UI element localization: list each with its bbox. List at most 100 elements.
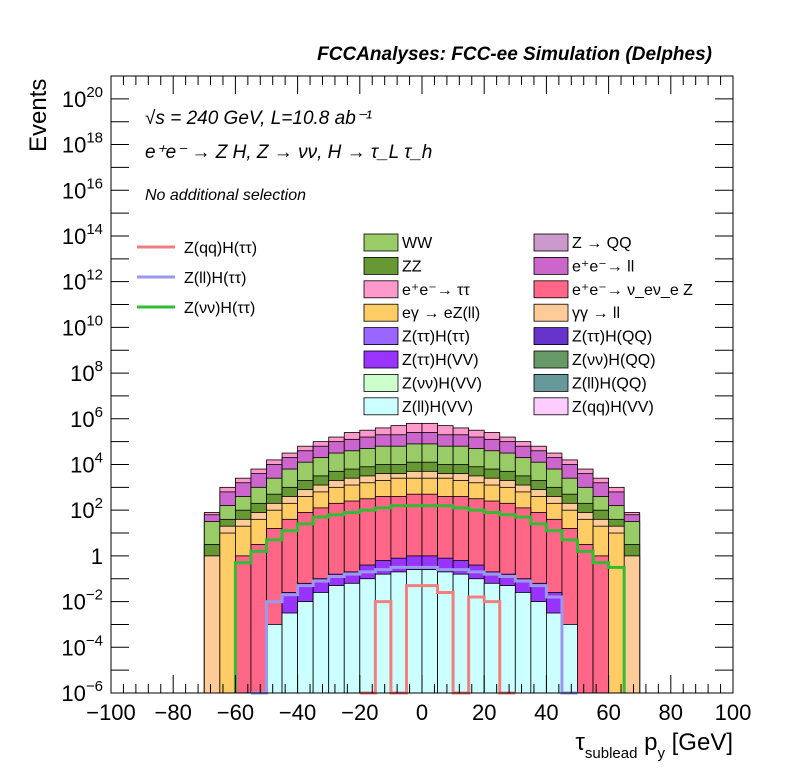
legend-label: Z(ll)H(ττ) [184, 270, 246, 287]
bar-z-ll-h-vv--11 [374, 573, 392, 694]
y-tick-label: 10−4 [61, 632, 103, 660]
legend-fill-label: Z(νν)H(VV) [402, 375, 482, 392]
x-tick-label: −40 [279, 700, 316, 725]
bar-z-ll-h-vv--13 [406, 569, 423, 694]
legend-fill-swatch [533, 280, 569, 299]
legend-fill-swatch [363, 350, 399, 369]
legend-fill-swatch [363, 373, 399, 392]
bar-z-ll-h-vv--18 [483, 582, 501, 694]
y-tick-label: 10−6 [61, 678, 103, 706]
y-tick-label: 1 [91, 544, 103, 569]
x-tick-label: −100 [86, 700, 136, 725]
y-tick-label: 10−2 [61, 587, 103, 615]
legend-fill-label: WW [402, 235, 433, 252]
annotations: √s = 240 GeV, L=10.8 ab⁻¹ e⁺e⁻ → Z H, Z →… [145, 108, 432, 204]
series-line-z-ll-h- [250, 565, 578, 695]
legend-fill-swatch [363, 303, 399, 322]
annotation-energy: √s = 240 GeV, L=10.8 ab⁻¹ [145, 108, 372, 129]
annotation-selection: No additional selection [145, 187, 306, 204]
bar-z-ll-h-vv--9 [343, 582, 361, 694]
bar-z-ll-h-vv--23 [561, 624, 578, 694]
legend-fill-label: e⁺e⁻→ ll [572, 258, 634, 275]
series-line-z-qq-h- [359, 584, 516, 695]
y-tick-label: 108 [70, 358, 103, 386]
legend-fill-swatch [533, 303, 569, 322]
bar-z-ll-h-vv--10 [359, 578, 376, 694]
legend-fill-label: γγ → ll [572, 305, 620, 322]
legend-fill-swatch [363, 233, 399, 252]
bar-z-ll-h-vv--12 [390, 571, 407, 694]
bar-z-ll-h-vv--15 [437, 571, 454, 694]
x-tick-label: 20 [472, 700, 496, 725]
y-tick-label: 1016 [62, 175, 103, 203]
y-tick-label: 1020 [62, 84, 103, 112]
bar-e-e-e-e-z-2 [234, 555, 252, 694]
bar-e-ez-ll--1 [219, 532, 236, 694]
x-tick-label: −60 [217, 700, 254, 725]
legend-fill-swatch [363, 397, 399, 416]
bar-z-ll-h-vv--6 [297, 601, 314, 694]
y-tick-label: 1014 [62, 221, 103, 249]
x-tick-label: 80 [659, 700, 683, 725]
x-axis-label-text: τsublead py [GeV] [575, 729, 733, 762]
bar-z-ll-h-vv--20 [514, 592, 532, 694]
legend-fill-label: Z → QQ [572, 235, 632, 252]
bar-z-ll-h-vv--22 [546, 612, 563, 694]
legend-fill-label: e⁺e⁻→ ττ [402, 282, 470, 299]
legend-fill-label: Z(ll)H(VV) [402, 399, 473, 416]
plot-area: −100 −80 −60 −40 −20 0 20 40 60 80 100 10−6 10−4 10−2… [61, 75, 752, 725]
legend-fill-swatch [533, 397, 569, 416]
legend-fill-label: ZZ [402, 258, 422, 275]
legend-fill-label: Z(ττ)H(QQ) [572, 329, 652, 346]
y-tick-label: 1010 [62, 312, 103, 340]
y-tick-label: 1012 [62, 267, 103, 295]
bar-z-ll-h-vv--14 [421, 569, 438, 694]
bar-z-ll-h-vv--7 [312, 592, 330, 694]
legend-fill-swatch [363, 280, 399, 299]
x-tick-label: 0 [416, 700, 428, 725]
bar-z-ll-h-vv--4 [266, 624, 283, 694]
y-tick-label: 102 [70, 495, 103, 523]
legend-label: Z(qq)H(ττ) [184, 240, 257, 257]
y-tick-label: 106 [70, 404, 103, 432]
bar-z-ll-h-vv--19 [499, 585, 516, 694]
legend-fill-swatch [533, 350, 569, 369]
legend-fill-label: Z(ττ)H(VV) [402, 352, 479, 369]
legend-fill-label: e⁺e⁻→ ν_eν_e Z [572, 282, 693, 299]
legend-fill-swatch [533, 373, 569, 392]
legend: Z(qq)H(ττ) Z(ll)H(ττ) Z(νν)H(ττ) WW ZZ e⁺e⁻→ … [137, 233, 693, 416]
bar-z-ll-h-vv--16 [452, 573, 470, 694]
bar-z-ll-h-vv--5 [281, 612, 298, 694]
bar-e-e-e-e-z-3 [250, 544, 267, 694]
x-tick-label: −20 [341, 700, 378, 725]
bar-z-ll-h-vv--21 [530, 601, 547, 694]
y-tick-label: 104 [70, 449, 103, 477]
legend-fill-label: Z(ττ)H(ττ) [402, 329, 470, 346]
legend-fill-swatch [363, 256, 399, 275]
legend-fill-label: Z(νν)H(QQ) [572, 352, 656, 369]
y-tick-label: 1018 [62, 130, 103, 158]
series-line-z-h- [233, 504, 626, 693]
bar-e-ez-ll--26 [608, 532, 625, 694]
legend-fill-label: Z(qq)H(VV) [572, 399, 654, 416]
x-tick-label: 60 [596, 700, 620, 725]
legend-fill-swatch [533, 256, 569, 275]
legend-fill-label: eγ → eZ(ll) [402, 305, 480, 322]
bar--ll-27 [623, 555, 641, 694]
x-axis-label: τsublead py [GeV] [575, 729, 733, 762]
annotation-process: e⁺e⁻ → Z H, Z → νν, H → τ_L τ_h [145, 142, 432, 163]
legend-fill-swatch [533, 233, 569, 252]
bar-e-e-e-e-z-25 [592, 555, 609, 694]
legend-fill-swatch [533, 327, 569, 346]
x-tick-label: 40 [534, 700, 558, 725]
x-tick-label: 100 [715, 700, 752, 725]
bar--ll-0 [203, 555, 221, 694]
legend-fill-label: Z(ll)H(QQ) [572, 375, 647, 392]
legend-fill-swatch [363, 327, 399, 346]
bar-e-e-e-e-z-24 [577, 544, 594, 694]
bar-z-ll-h-vv--8 [328, 585, 345, 694]
x-tick-label: −80 [155, 700, 192, 725]
y-axis-label: Events [25, 79, 52, 152]
legend-label: Z(νν)H(ττ) [184, 300, 255, 317]
